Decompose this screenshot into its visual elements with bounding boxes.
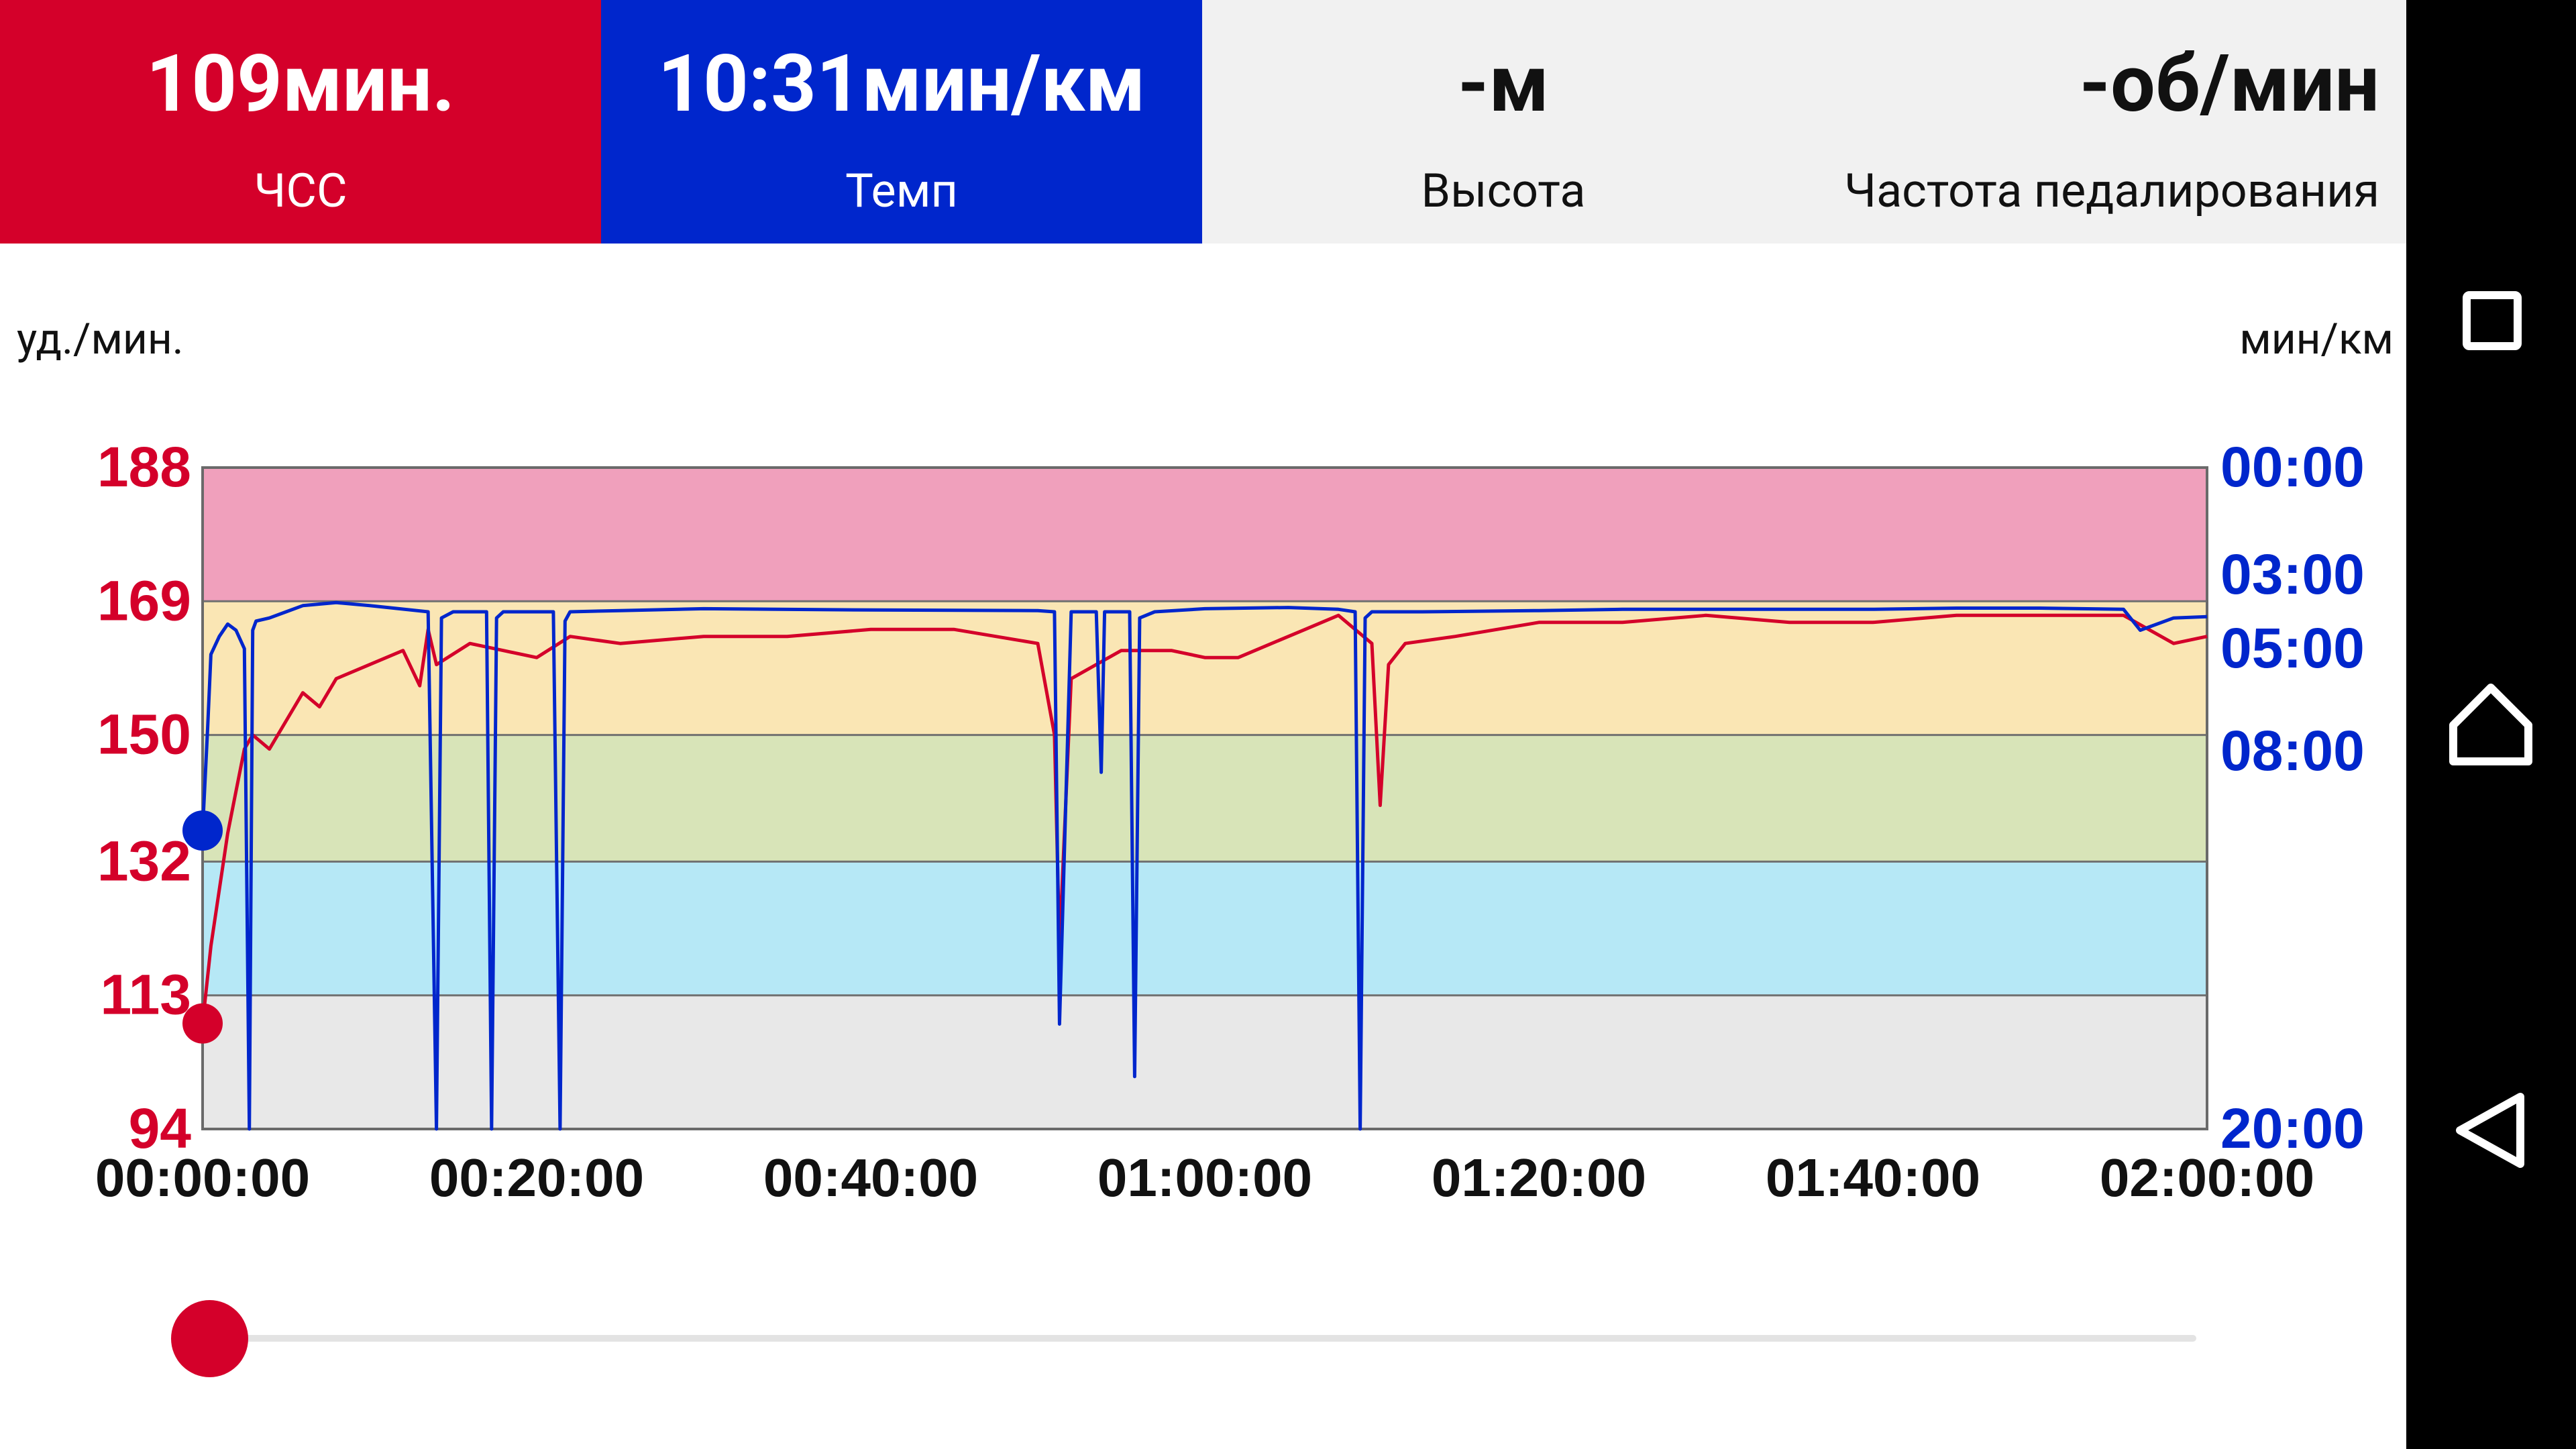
right-tick-label: 05:00	[2220, 616, 2365, 680]
left-tick-label: 132	[97, 829, 191, 892]
right-tick-label: 08:00	[2220, 719, 2365, 782]
x-tick-label: 00:20:00	[429, 1148, 644, 1208]
hr-zone-3	[203, 735, 2207, 862]
left-tick-label: 150	[97, 703, 191, 766]
heart-rate-label: ЧСС	[254, 164, 347, 219]
hr-zone-4	[203, 861, 2207, 996]
heart-rate-value: 109мин.	[146, 38, 455, 130]
left-tick-label: 94	[129, 1097, 192, 1160]
right-axis-unit: мин/км	[2239, 314, 2394, 364]
x-tick-label: 01:00:00	[1097, 1148, 1312, 1208]
recents-button[interactable]	[2406, 258, 2576, 392]
altitude-label: Высота	[1421, 164, 1586, 219]
cadence-label: Частота педалирования	[1844, 164, 2379, 219]
home-button[interactable]	[2406, 661, 2576, 795]
hr-pace-chart[interactable]: 188 169 150 132 113 94 00:00 03:00 05:00 08:00 20:…	[0, 402, 2406, 1208]
x-tick-label: 00:40:00	[763, 1148, 978, 1208]
left-tick-label: 188	[97, 435, 191, 498]
pace-line	[201, 600, 2208, 1131]
hr-zone-2	[203, 601, 2207, 735]
hr-zone-1	[203, 468, 2207, 602]
right-tick-label: 20:00	[2220, 1097, 2365, 1160]
recents-icon	[2463, 291, 2522, 350]
left-axis-unit: уд./мин.	[17, 314, 184, 364]
cadence-tile[interactable]: -об/мин Частота педалирования	[1805, 0, 2406, 244]
pace-tile[interactable]: 10:31мин/км Темп	[601, 0, 1202, 244]
back-icon	[2456, 1093, 2524, 1168]
android-nav-bar	[2406, 0, 2576, 1449]
left-tick-label: 113	[100, 963, 191, 1026]
heart-rate-line	[201, 613, 2208, 1024]
time-slider-track[interactable]	[209, 1335, 2196, 1342]
back-button[interactable]	[2406, 1063, 2576, 1197]
x-tick-label: 01:40:00	[1766, 1148, 1980, 1208]
right-tick-label: 00:00	[2220, 435, 2365, 498]
altitude-tile[interactable]: -м Высота	[1202, 0, 1805, 244]
left-tick-label: 169	[97, 569, 191, 632]
hr-current-marker	[182, 1003, 223, 1044]
right-tick-label: 03:00	[2220, 543, 2365, 606]
hr-zone-5	[203, 995, 2207, 1129]
cadence-value: -об/мин	[2079, 38, 2379, 130]
x-tick-label: 01:20:00	[1432, 1148, 1646, 1208]
stats-header: 109мин. ЧСС 10:31мин/км Темп -м Высота -…	[0, 0, 2406, 244]
home-icon	[2449, 684, 2532, 765]
x-tick-label: 00:00:00	[95, 1148, 310, 1208]
pace-value: 10:31мин/км	[657, 38, 1146, 130]
x-tick-label: 02:00:00	[2100, 1148, 2314, 1208]
time-slider-knob[interactable]	[171, 1300, 248, 1377]
altitude-value: -м	[1457, 38, 1550, 130]
secondary-stats: -м Высота -об/мин Частота педалирования	[1202, 0, 2406, 244]
pace-label: Темп	[845, 164, 958, 219]
heart-rate-tile[interactable]: 109мин. ЧСС	[0, 0, 601, 244]
pace-current-marker	[182, 810, 223, 851]
